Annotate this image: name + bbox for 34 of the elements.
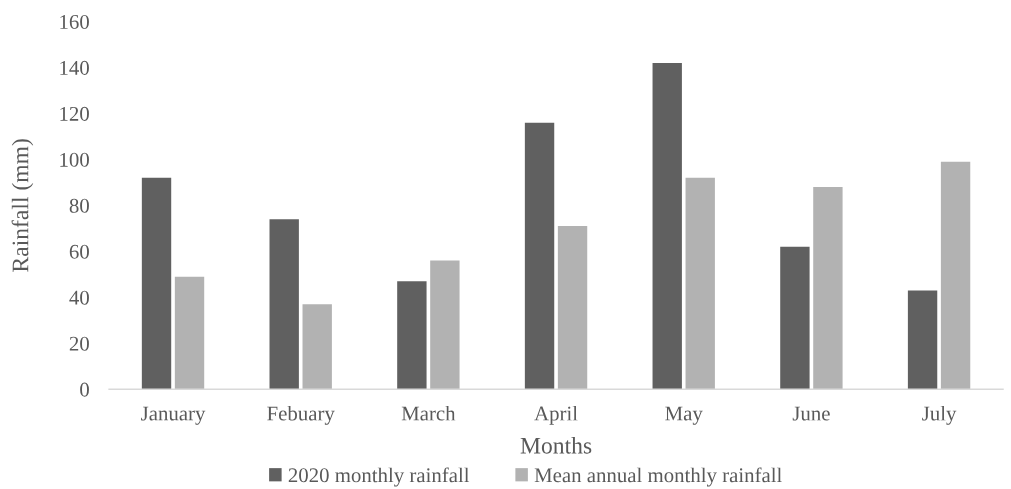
x-tick-label: May <box>665 406 703 425</box>
x-tick-label: July <box>922 405 957 425</box>
x-tick-label: April <box>534 405 578 425</box>
legend-label: 2020 monthly rainfall <box>288 467 470 487</box>
y-tick-label: 120 <box>60 106 89 121</box>
y-tick-label: 0 <box>80 382 89 397</box>
y-tick-label: 140 <box>60 60 89 75</box>
bar <box>269 219 299 390</box>
y-tick-label: 40 <box>69 290 89 305</box>
bar <box>652 62 682 390</box>
x-tick-label: January <box>141 406 206 425</box>
x-tick-label: June <box>792 406 830 421</box>
y-tick-label: 80 <box>69 198 89 213</box>
bar <box>685 177 715 390</box>
bar <box>557 226 588 390</box>
bar <box>174 276 205 390</box>
y-axis-title: Rainfall (mm) <box>11 139 34 272</box>
y-tick-label: 100 <box>60 152 89 167</box>
y-tick-label: 60 <box>69 244 89 259</box>
bar <box>780 246 810 390</box>
bar <box>907 290 938 390</box>
bar <box>302 304 332 390</box>
bar <box>524 122 555 390</box>
bar <box>813 186 843 390</box>
y-tick-label: 160 <box>60 14 89 29</box>
x-axis-title: Months <box>520 437 592 454</box>
bar <box>430 260 460 390</box>
legend-label: Mean annual monthly rainfall <box>534 467 782 487</box>
bar <box>141 177 172 390</box>
x-tick-label: March <box>401 405 456 421</box>
bar <box>940 161 971 390</box>
y-tick-label: 20 <box>69 336 89 351</box>
x-tick-label: Febuary <box>267 405 335 425</box>
bar <box>397 281 427 390</box>
